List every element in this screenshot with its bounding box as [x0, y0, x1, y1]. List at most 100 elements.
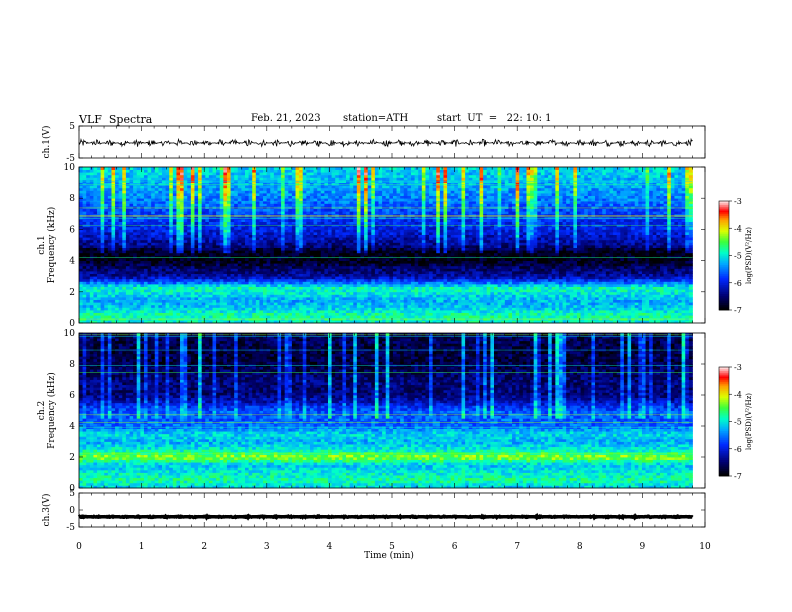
spectrogram-cell: [158, 188, 162, 191]
spectrogram-cell: [205, 297, 209, 300]
spectrogram-cell: [205, 177, 209, 180]
spectrogram-cell: [245, 271, 249, 274]
spectrogram-cell: [205, 188, 209, 191]
spectrogram-cell: [227, 242, 231, 245]
spectrogram-cell: [144, 245, 148, 248]
spectrogram-cell: [151, 276, 155, 279]
spectrogram-cell: [155, 245, 159, 248]
spectrogram-cell: [83, 188, 87, 191]
spectrogram-cell: [122, 240, 126, 243]
spectrogram-cell: [205, 279, 209, 282]
spectrogram-cell: [227, 240, 231, 243]
spectrogram-cell: [187, 276, 191, 279]
ch1-y-axis-label: ch.1(V): [41, 126, 52, 159]
spectrogram-cell: [144, 232, 148, 235]
spectrogram-cell: [151, 289, 155, 292]
spectrogram-cell: [202, 261, 206, 264]
spectrogram-cell: [137, 206, 141, 209]
spectrogram-cell: [194, 289, 198, 292]
spectrogram-cell: [205, 261, 209, 264]
spectrogram-cell: [101, 222, 105, 225]
spectrogram-cell: [205, 263, 209, 266]
spectrogram-cell: [241, 235, 245, 238]
spectrogram-cell: [111, 297, 115, 300]
spectrogram-cell: [155, 211, 159, 214]
spectrogram-cell: [194, 227, 198, 230]
spectrogram-cell: [245, 219, 249, 222]
spectrogram-cell: [176, 253, 180, 256]
spectrogram-cell: [111, 170, 115, 173]
spectrogram-cell: [227, 305, 231, 308]
spectrogram-cell: [79, 287, 83, 290]
spectrogram-cell: [205, 250, 209, 253]
spectrogram-cell: [238, 315, 242, 318]
spectrogram-cell: [133, 193, 137, 196]
spectrogram-cell: [209, 263, 213, 266]
spectrogram-cell: [122, 250, 126, 253]
spectrogram-cell: [108, 209, 112, 212]
spectrogram-cell: [137, 253, 141, 256]
spectrogram-cell: [194, 198, 198, 201]
spectrogram-cell: [198, 284, 202, 287]
spectrogram-cell: [140, 235, 144, 238]
spectrogram-cell: [245, 198, 249, 201]
spectrogram-cell: [86, 240, 90, 243]
spectrogram-cell: [119, 167, 123, 170]
spectrogram-cell: [213, 245, 217, 248]
spectrogram-cell: [126, 237, 130, 240]
spectrogram-cell: [252, 289, 256, 292]
spectrogram-cell: [162, 211, 166, 214]
spectrogram-cell: [140, 170, 144, 173]
spectrogram-cell: [140, 227, 144, 230]
spectrogram-cell: [205, 240, 209, 243]
spectrogram-cell: [90, 229, 94, 232]
spectrogram-cell: [241, 183, 245, 186]
spectrogram-cell: [249, 172, 253, 175]
spectrogram-cell: [144, 313, 148, 316]
spectrogram-cell: [79, 170, 83, 173]
spectrogram-cell: [97, 250, 101, 253]
spectrogram-cell: [162, 271, 166, 274]
spectrogram-cell: [86, 242, 90, 245]
spectrogram-cell: [86, 250, 90, 253]
spectrogram-cell: [144, 261, 148, 264]
spectrogram-cell: [231, 302, 235, 305]
spectrogram-cell: [202, 281, 206, 284]
spectrogram-cell: [101, 190, 105, 193]
spectrogram-cell: [90, 203, 94, 206]
spectrogram-cell: [144, 302, 148, 305]
spectrogram-cell: [198, 300, 202, 303]
spectrogram-cell: [223, 279, 227, 282]
spectrogram-cell: [130, 307, 134, 310]
spectrogram-cell: [173, 229, 177, 232]
spectrogram-cell: [184, 193, 188, 196]
spectrogram-cell: [111, 300, 115, 303]
spectrogram-cell: [202, 188, 206, 191]
spectrogram-cell: [241, 261, 245, 264]
spectrogram-cell: [155, 229, 159, 232]
spectrogram-cell: [97, 229, 101, 232]
spectrogram-cell: [86, 229, 90, 232]
spectrogram-cell: [209, 183, 213, 186]
spectrogram-cell: [130, 287, 134, 290]
spectrogram-cell: [108, 276, 112, 279]
spectrogram-cell: [216, 172, 220, 175]
spectrogram-cell: [97, 268, 101, 271]
spectrogram-cell: [104, 287, 108, 290]
spectrogram-cell: [83, 206, 87, 209]
spectrogram-cell: [148, 232, 152, 235]
spectrogram-cell: [119, 289, 123, 292]
spectrogram-cell: [166, 245, 170, 248]
spectrogram-cell: [144, 219, 148, 222]
spectrogram-cell: [93, 237, 97, 240]
spectrogram-cell: [83, 240, 87, 243]
spectrogram-cell: [83, 274, 87, 277]
spectrogram-cell: [184, 268, 188, 271]
spectrogram-cell: [79, 193, 83, 196]
spectrogram-cell: [180, 172, 184, 175]
spectrogram-cell: [205, 315, 209, 318]
spectrogram-cell: [130, 177, 134, 180]
spectrogram-cell: [169, 271, 173, 274]
spectrogram-cell: [140, 242, 144, 245]
spectrogram-cell: [220, 315, 224, 318]
